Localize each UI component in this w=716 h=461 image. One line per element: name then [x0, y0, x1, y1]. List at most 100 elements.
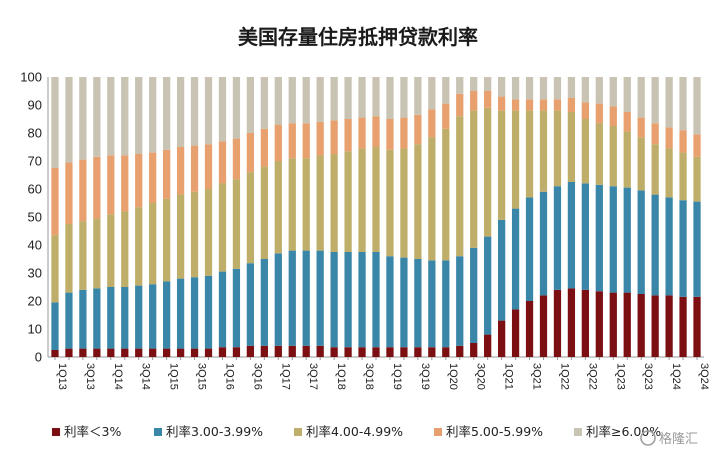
bar-segment [400, 117, 408, 149]
bar-segment [79, 221, 87, 290]
y-tick-label: 10 [28, 322, 42, 337]
bar-segment [386, 77, 394, 119]
bar-segment [107, 214, 115, 287]
bar-segment [344, 77, 352, 119]
y-tick-label: 60 [28, 182, 42, 197]
bar-segment [609, 186, 617, 293]
bar-segment [51, 302, 59, 350]
bar-segment [274, 124, 282, 161]
bar-segment [260, 259, 268, 346]
bar-segment [218, 77, 227, 142]
bar-segment [386, 149, 394, 257]
bar-segment [679, 77, 687, 131]
bar-segment [470, 247, 478, 343]
bar-segment [135, 207, 143, 286]
bar-segment [456, 116, 464, 257]
bar-segment [414, 77, 422, 115]
bar-segment [79, 159, 87, 222]
bar-segment [567, 288, 576, 357]
bar-segment [456, 345, 464, 357]
bar-segment [623, 187, 631, 293]
bar-segment [121, 77, 129, 156]
bar-segment [372, 347, 380, 357]
bar-segment [484, 91, 492, 108]
bar-segment [372, 147, 380, 252]
bar-segment [400, 148, 408, 258]
bar-segment [93, 218, 101, 289]
y-tick-label: 100 [20, 70, 42, 85]
bar-segment [176, 348, 185, 357]
bar-segment [163, 281, 171, 349]
bar-segment [372, 252, 380, 348]
bar-segment [442, 103, 450, 129]
legend-swatch [52, 428, 60, 436]
bar-segment [107, 287, 115, 349]
bar-segment [79, 77, 87, 160]
bar-segment [651, 144, 659, 195]
y-tick-label: 30 [28, 266, 42, 281]
bar-segment [553, 110, 562, 187]
bar-segment [581, 289, 589, 357]
legend: 利率＜3% 利率3.00-3.99% 利率4.00-4.99% 利率5.00-5.99… [52, 424, 661, 439]
bar-segment [190, 77, 199, 146]
bar-segment [428, 137, 436, 261]
bar-segment [176, 194, 185, 279]
bar-segment [511, 110, 520, 209]
bar-segment [553, 99, 562, 111]
bar-segment [609, 126, 617, 187]
bar-segment [428, 77, 436, 110]
bar-segment [344, 119, 352, 152]
bar-segment [484, 236, 492, 335]
bar-segment [204, 275, 213, 349]
bar-segment [232, 77, 241, 139]
x-tick-label: 1Q14 [112, 363, 124, 390]
bar-segment [428, 260, 436, 348]
bar-segment [316, 250, 324, 346]
bar-segment [121, 155, 129, 212]
bar-segment [386, 347, 394, 357]
bar-segment [260, 77, 268, 129]
x-tick-label: 1Q16 [223, 363, 235, 390]
bar-segment [581, 119, 589, 184]
bar-segment [595, 291, 603, 357]
y-tick-label: 70 [28, 154, 42, 169]
bar-segment [679, 130, 687, 153]
bar-segment [344, 151, 352, 252]
legend-label: 利率5.00-5.99% [446, 424, 543, 439]
bar-segment [246, 133, 255, 173]
bar-segment [637, 294, 645, 357]
bar-segment [386, 119, 394, 150]
bar-segment [232, 268, 241, 348]
bar-segment [651, 295, 659, 357]
bar-segment [414, 259, 422, 348]
x-tick-label: 3Q24 [698, 363, 710, 390]
x-tick-label: 1Q18 [335, 363, 347, 390]
legend-swatch [434, 428, 442, 436]
x-tick-label: 3Q23 [642, 363, 654, 390]
bar-segment [470, 77, 478, 91]
bar-segment [693, 77, 701, 135]
bar-segment [218, 271, 227, 348]
y-tick-label: 40 [28, 238, 42, 253]
bar-segment [470, 343, 478, 357]
bars-group [51, 77, 701, 357]
bar-segment [428, 347, 436, 357]
bar-segment [693, 296, 701, 357]
x-tick-label: 3Q15 [196, 363, 208, 390]
x-tick-label: 3Q19 [419, 363, 431, 390]
y-tick-label: 50 [28, 210, 42, 225]
bar-segment [497, 77, 506, 97]
bar-segment [358, 117, 366, 149]
bar-segment [65, 348, 73, 357]
bar-segment [149, 203, 157, 285]
bar-segment [204, 348, 213, 357]
legend-swatch [574, 428, 582, 436]
bar-segment [637, 77, 645, 118]
bar-segment [260, 166, 268, 259]
bar-segment [93, 288, 101, 349]
bar-segment [484, 334, 492, 357]
bar-segment [595, 123, 603, 185]
bar-segment [539, 191, 548, 296]
bar-segment [358, 252, 366, 348]
bar-segment [372, 77, 380, 117]
